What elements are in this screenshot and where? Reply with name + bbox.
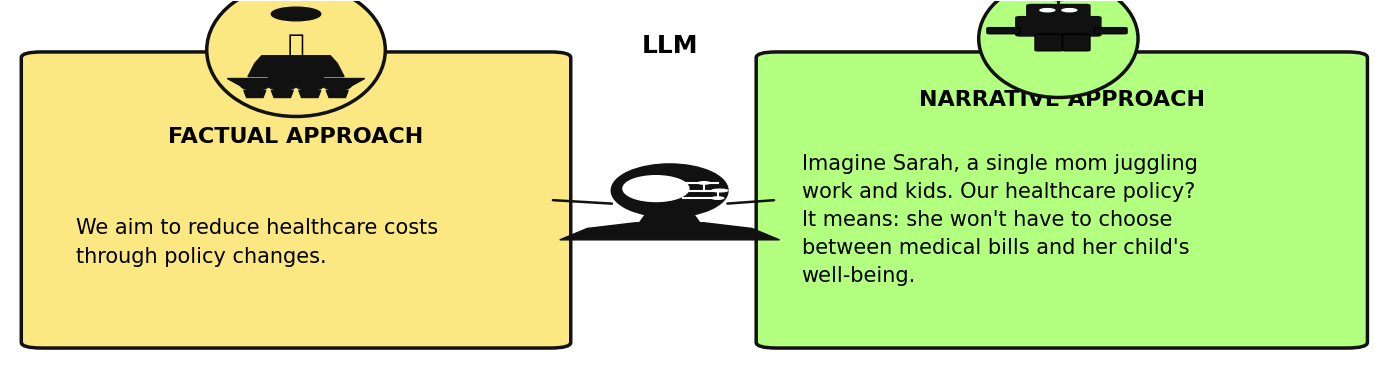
Text: 🏛: 🏛 [287, 32, 304, 60]
Text: We aim to reduce healthcare costs
through policy changes.: We aim to reduce healthcare costs throug… [76, 218, 439, 267]
Polygon shape [298, 90, 320, 98]
Circle shape [1052, 0, 1066, 2]
FancyBboxPatch shape [1016, 17, 1101, 36]
Text: Imagine Sarah, a single mom juggling
work and kids. Our healthcare policy?
It me: Imagine Sarah, a single mom juggling wor… [802, 154, 1198, 286]
Circle shape [697, 181, 711, 185]
FancyBboxPatch shape [1027, 5, 1090, 19]
Circle shape [715, 189, 729, 192]
Circle shape [271, 7, 320, 21]
Text: NARRATIVE APPROACH: NARRATIVE APPROACH [918, 90, 1204, 110]
Polygon shape [248, 56, 344, 84]
Text: LLM: LLM [641, 34, 698, 58]
Ellipse shape [612, 164, 727, 217]
Ellipse shape [206, 0, 385, 117]
Circle shape [323, 82, 351, 90]
Polygon shape [560, 223, 780, 240]
Polygon shape [243, 90, 265, 98]
FancyBboxPatch shape [1063, 34, 1090, 51]
Circle shape [711, 189, 725, 192]
Circle shape [711, 196, 725, 200]
Circle shape [1062, 8, 1078, 13]
Circle shape [241, 82, 268, 90]
FancyBboxPatch shape [1035, 34, 1063, 51]
FancyBboxPatch shape [756, 52, 1367, 348]
Circle shape [268, 82, 296, 90]
FancyBboxPatch shape [21, 52, 571, 348]
Ellipse shape [623, 176, 689, 202]
FancyBboxPatch shape [1094, 28, 1127, 34]
Polygon shape [326, 90, 348, 98]
FancyBboxPatch shape [987, 28, 1020, 34]
Polygon shape [271, 90, 293, 98]
Text: FACTUAL APPROACH: FACTUAL APPROACH [168, 127, 424, 147]
Polygon shape [227, 78, 364, 86]
Circle shape [1040, 8, 1056, 13]
Circle shape [296, 82, 323, 90]
Ellipse shape [979, 0, 1138, 98]
Polygon shape [639, 215, 700, 223]
